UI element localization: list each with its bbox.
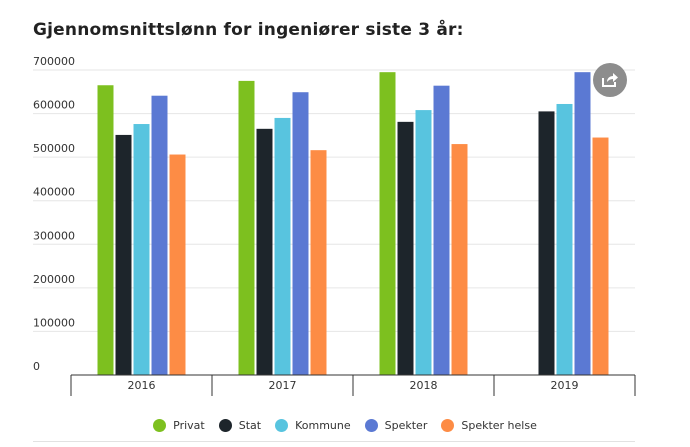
y-tick-label: 300000 [33,229,75,242]
bar-chart: 0 100000 200000 300000 400000 500000 600000 700… [33,55,636,396]
x-tick-label: 2017 [269,379,297,392]
gridlines [33,69,635,332]
bar-stat-2019[interactable] [538,111,555,376]
bar-privat-2018[interactable] [379,72,396,375]
bar-stat-2016[interactable] [115,134,132,375]
axes: 0 100000 200000 300000 400000 500000 600000 700… [33,55,636,396]
bar-spekter-2019[interactable] [574,72,591,375]
bar-kommune-2017[interactable] [274,117,291,375]
legend-marker [275,418,289,432]
y-tick-label: 700000 [33,55,75,68]
bar-privat-2017[interactable] [238,80,255,376]
share-button[interactable] [593,63,627,97]
bar-spekter-2016[interactable] [151,95,168,375]
y-tick-label: 600000 [33,99,75,112]
bar-spekter-2017[interactable] [292,92,309,375]
x-tick-label: 2016 [128,379,156,392]
legend-item-kommune[interactable]: Kommune [275,418,351,432]
bar-kommune-2016[interactable] [133,124,150,376]
legend-item-spekter-helse[interactable]: Spekter helse [441,418,537,432]
y-tick-label: 100000 [33,316,75,329]
chart-title: Gjennomsnittslønn for ingeniører siste 3… [33,20,464,40]
bar-stat-2018[interactable] [397,121,414,375]
legend-label: Kommune [295,418,351,432]
legend-item-spekter[interactable]: Spekter [364,418,428,432]
y-tick-label: 500000 [33,142,75,155]
bar-spekter-helse-2016[interactable] [169,154,186,375]
legend-marker [218,418,232,432]
legend-marker [153,418,167,432]
y-tick-label: 400000 [33,186,75,199]
bar-privat-2016[interactable] [97,85,114,375]
divider [33,441,635,442]
bar-spekter-helse-2018[interactable] [451,144,468,375]
legend-marker [441,418,455,432]
legend-label: Stat [238,418,262,432]
bar-spekter-2018[interactable] [433,85,450,375]
x-tick-label: 2018 [410,379,438,392]
legend-item-stat[interactable]: Stat [218,418,262,432]
bars [97,72,609,376]
legend-label: Spekter helse [461,418,537,432]
legend-item-privat[interactable]: Privat [153,418,205,432]
bar-spekter-helse-2019[interactable] [592,137,609,375]
bar-stat-2017[interactable] [256,128,273,375]
chart-legend: Privat Stat Kommune Spekter Spekter helse [0,414,690,436]
share-icon [602,73,618,87]
legend-label: Privat [173,418,205,432]
bar-kommune-2019[interactable] [556,103,573,375]
bar-spekter-helse-2017[interactable] [310,150,327,375]
bar-kommune-2018[interactable] [415,110,432,375]
y-tick-label: 0 [33,360,40,373]
y-tick-label: 200000 [33,273,75,286]
legend-marker [364,418,378,432]
x-tick-label: 2019 [551,379,579,392]
legend-label: Spekter [384,418,428,432]
